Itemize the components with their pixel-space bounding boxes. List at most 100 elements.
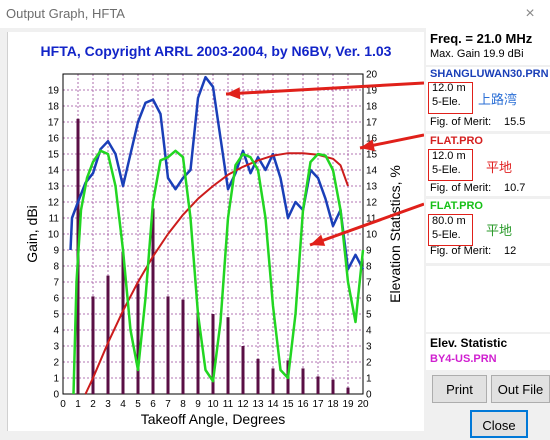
x-tick-label: 6 [150,399,156,410]
x-tick-label: 14 [267,399,279,410]
y2-tick-label: 0 [366,390,372,401]
elevation-bar [331,379,335,394]
annotation-arrowhead [360,139,375,152]
y2-axis-label: Elevation Statistics, % [387,165,403,303]
legend-note: 上路湾 [478,92,518,107]
legend-elements: 5-Ele. [432,96,461,108]
x-tick-label: 20 [357,399,369,410]
x-tick-label: 12 [237,399,249,410]
elevation-bar [271,368,275,394]
legend-height: 12.0 m [432,150,466,162]
y-tick-label: 12 [48,198,60,209]
merit-value: 12 [504,245,517,257]
y2-tick-label: 18 [366,102,378,113]
x-tick-label: 18 [327,399,339,410]
y-tick-label: 19 [48,86,60,97]
annotation-arrow [225,81,425,96]
frequency-header: Freq. = 21.0 MHz Max. Gain 19.9 dBi [426,28,550,65]
legend-panel: Freq. = 21.0 MHz Max. Gain 19.9 dBi SHAN… [426,28,550,438]
y-tick-label: 5 [53,310,59,321]
x-tick-label: 11 [223,399,234,410]
close-icon[interactable]: × [525,5,535,22]
y2-tick-label: 15 [366,150,378,161]
y2-tick-label: 9 [366,246,372,257]
elevation-bar [181,299,185,394]
y2-tick-label: 6 [366,294,372,305]
y-tick-label: 6 [53,294,59,305]
annotation-arrow [309,202,425,247]
title-bar: Output Graph, HFTA × [0,0,550,28]
annotation-box [428,214,473,246]
x-tick-label: 19 [342,399,354,410]
elevation-bar [301,368,305,394]
legend-note: 平地 [486,223,513,238]
legend-file: FLAT.PRO [430,135,483,147]
y2-tick-label: 4 [366,326,372,337]
y2-tick-label: 19 [366,86,378,97]
elevation-bar [166,296,170,394]
legend-elements: 5-Ele. [432,229,461,241]
x-tick-label: 5 [135,399,141,410]
x-tick-label: 2 [90,399,96,410]
max-gain-label: Max. Gain 19.9 dBi [430,48,524,60]
elevation-bar [196,312,200,394]
y2-tick-label: 13 [366,182,378,193]
elevation-bar [211,314,215,394]
y-tick-label: 18 [48,102,60,113]
x-tick-label: 3 [105,399,111,410]
x-tick-label: 13 [252,399,264,410]
x-tick-label: 0 [60,399,66,410]
y2-tick-label: 3 [366,342,372,353]
legend-entry: FLAT.PRO 12.0 m 5-Ele. 平地 Fig. of Merit:… [426,134,550,196]
y2-tick-label: 20 [366,70,378,81]
x-tick-label: 17 [312,399,324,410]
x-tick-label: 15 [282,399,294,410]
legend-height: 12.0 m [432,82,466,94]
annotation-arrowhead [226,87,241,100]
series-line [69,75,365,271]
frequency-label: Freq. = 21.0 MHz [430,31,533,46]
x-tick-label: 8 [180,399,186,410]
merit-value: 10.7 [504,182,526,194]
x-tick-label: 1 [75,399,81,410]
chart-title: HFTA, Copyright ARRL 2003-2004, by N6BV,… [41,43,392,59]
y-tick-label: 2 [53,358,59,369]
elevation-statistic-box: Elev. Statistic BY4-US.PRN [426,334,550,370]
elevation-bar [106,275,110,394]
elevation-bar [346,387,350,394]
y2-tick-label: 11 [366,214,377,225]
x-tick-label: 9 [195,399,201,410]
annotation-box [428,82,473,114]
print-button[interactable]: Print [432,375,487,403]
y-tick-label: 10 [48,230,60,241]
legend-height: 80.0 m [432,215,466,227]
y2-tick-label: 8 [366,262,372,273]
legend-entry: SHANGLUWAN30.PRN 12.0 m 5-Ele. 上路湾 Fig. … [426,67,550,131]
y-tick-label: 7 [53,278,59,289]
y2-tick-label: 5 [366,310,372,321]
elevation-bar [121,251,125,394]
y2-tick-label: 16 [366,134,378,145]
legend-file: FLAT.PRO [430,200,483,212]
graph-area: HFTA, Copyright ARRL 2003-2004, by N6BV,… [7,32,425,431]
y-tick-label: 15 [48,150,60,161]
y-tick-label: 4 [53,326,59,337]
y2-tick-label: 1 [366,374,372,385]
elevation-bar [151,208,155,394]
y2-tick-label: 10 [366,230,378,241]
annotation-arrowhead [310,234,326,246]
window-title: Output Graph, HFTA [6,6,125,21]
y-tick-label: 14 [48,166,60,177]
y2-tick-label: 14 [366,166,378,177]
x-axis-label: Takeoff Angle, Degrees [141,411,286,427]
merit-value: 15.5 [504,116,526,128]
legend-elements: 5-Ele. [432,164,461,176]
y2-tick-label: 12 [366,198,378,209]
legend-file: SHANGLUWAN30.PRN [430,68,549,80]
elevation-bar [91,296,95,394]
out-file-button[interactable]: Out File [491,375,550,403]
y-tick-label: 3 [53,342,59,353]
x-tick-label: 7 [165,399,171,410]
y-tick-label: 0 [53,390,59,401]
output-chart: HFTA, Copyright ARRL 2003-2004, by N6BV,… [24,43,425,427]
